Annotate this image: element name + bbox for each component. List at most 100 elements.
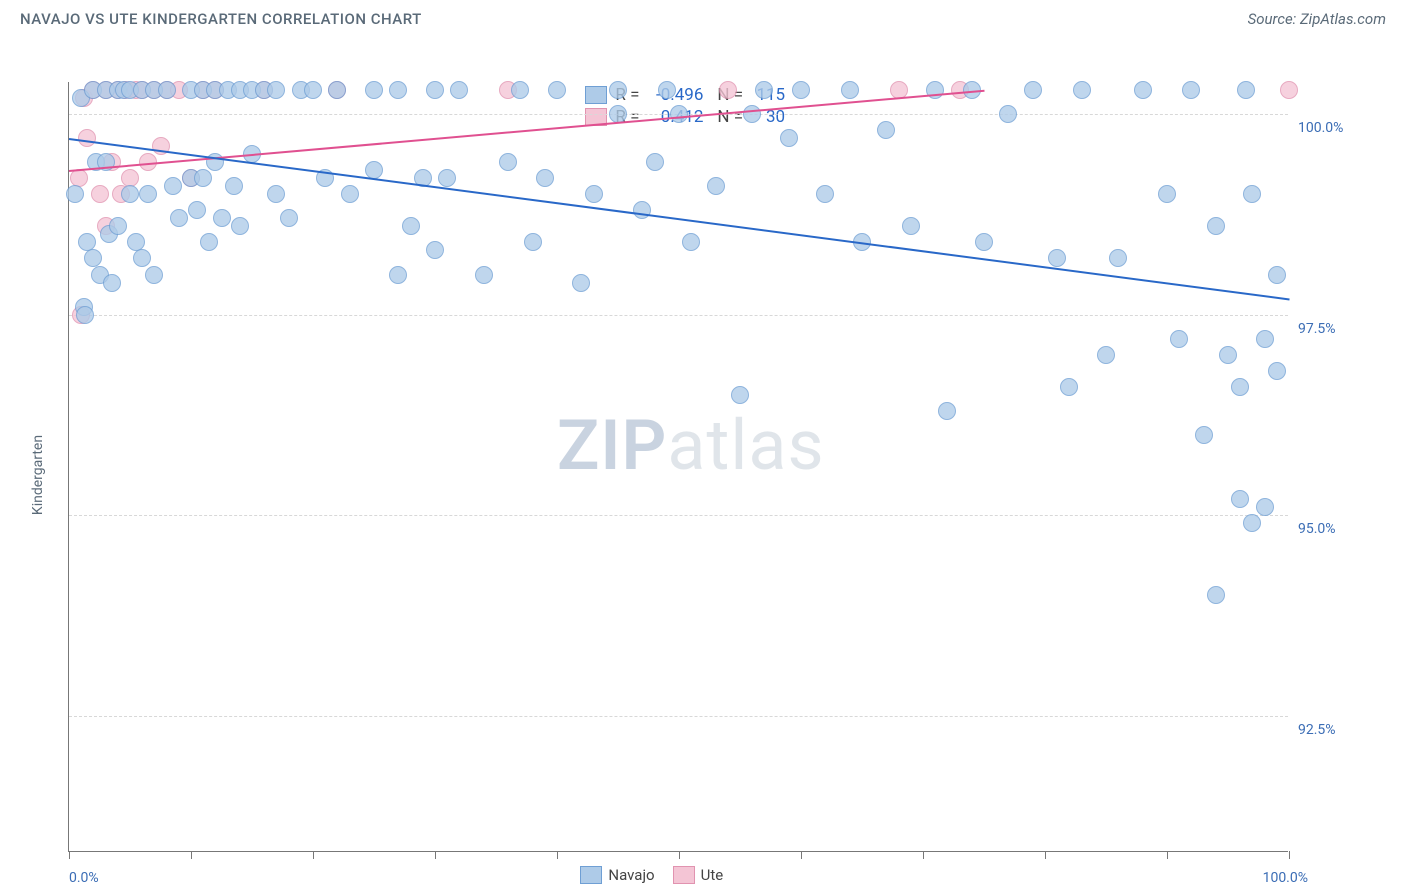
legend-swatch [580,866,602,884]
navajo-point [902,217,920,235]
x-tick [801,851,802,859]
navajo-point [633,201,651,219]
watermark-atlas: atlas [667,405,824,487]
x-tick [1045,851,1046,859]
ute-point [78,129,96,147]
navajo-point [139,185,157,203]
navajo-point [646,153,664,171]
navajo-point [1219,346,1237,364]
navajo-point [511,81,529,99]
navajo-point [231,217,249,235]
navajo-point [585,185,603,203]
navajo-point [426,81,444,99]
navajo-point [66,185,84,203]
ute-point [91,185,109,203]
navajo-point [1268,266,1286,284]
navajo-point [109,217,127,235]
navajo-point [1097,346,1115,364]
navajo-point [267,185,285,203]
navajo-point [682,233,700,251]
navajo-point [438,169,456,187]
navajo-point [341,185,359,203]
stats-swatch [585,86,607,104]
navajo-point [121,185,139,203]
navajo-point [1195,426,1213,444]
navajo-point [1237,81,1255,99]
chart-title: NAVAJO VS UTE KINDERGARTEN CORRELATION C… [20,10,422,28]
navajo-point [1243,185,1261,203]
navajo-point [731,386,749,404]
legend-label: Navajo [608,866,654,884]
x-tick [191,851,192,859]
navajo-point [267,81,285,99]
navajo-point [548,81,566,99]
navajo-point [365,81,383,99]
x-tick [923,851,924,859]
navajo-point [609,81,627,99]
navajo-point [1231,378,1249,396]
navajo-point [426,241,444,259]
gridline [69,315,1288,316]
navajo-point [1109,249,1127,267]
navajo-point [792,81,810,99]
x-tick [1167,851,1168,859]
navajo-point [133,249,151,267]
navajo-point [1158,185,1176,203]
x-tick [679,851,680,859]
navajo-point [755,81,773,99]
n-label: N = [717,107,743,127]
navajo-point [1048,249,1066,267]
navajo-point [1024,81,1042,99]
navajo-point [225,177,243,195]
watermark-zip: ZIP [557,405,667,487]
legend-label: Ute [701,866,724,884]
navajo-point [1060,378,1078,396]
navajo-point [572,274,590,292]
gridline [69,716,1288,717]
navajo-point [1207,586,1225,604]
navajo-point [76,306,94,324]
navajo-point [170,209,188,227]
navajo-point [536,169,554,187]
navajo-point [103,274,121,292]
x-max-label: 100.0% [1263,870,1308,886]
gridline [69,515,1288,516]
navajo-point [841,81,859,99]
navajo-point [938,402,956,420]
plot-area: ZIPatlas R =-0.496N =115R =0.412N =30 10… [68,82,1288,852]
navajo-point [1182,81,1200,99]
navajo-point [1256,330,1274,348]
y-tick-label: 92.5% [1298,722,1358,738]
y-tick-label: 100.0% [1298,120,1358,136]
navajo-point [402,217,420,235]
navajo-point [499,153,517,171]
navajo-point [304,81,322,99]
navajo-point [164,177,182,195]
navajo-point [1256,498,1274,516]
navajo-point [780,129,798,147]
watermark: ZIPatlas [557,405,825,487]
navajo-point [328,81,346,99]
trend-line [69,138,1289,300]
y-tick-label: 97.5% [1298,321,1358,337]
navajo-point [450,81,468,99]
navajo-point [1073,81,1091,99]
navajo-point [670,105,688,123]
legend-item: Ute [673,866,724,884]
y-tick-label: 95.0% [1298,521,1358,537]
navajo-point [145,266,163,284]
navajo-point [743,105,761,123]
x-tick [557,851,558,859]
navajo-point [1243,514,1261,532]
x-tick [69,851,70,859]
chart-header: NAVAJO VS UTE KINDERGARTEN CORRELATION C… [0,0,1406,34]
x-min-label: 0.0% [69,870,99,886]
ute-point [1280,81,1298,99]
x-tick [313,851,314,859]
trend-line [69,90,984,172]
navajo-point [877,121,895,139]
navajo-point [1268,362,1286,380]
navajo-point [975,233,993,251]
navajo-point [389,81,407,99]
legend-swatch [673,866,695,884]
